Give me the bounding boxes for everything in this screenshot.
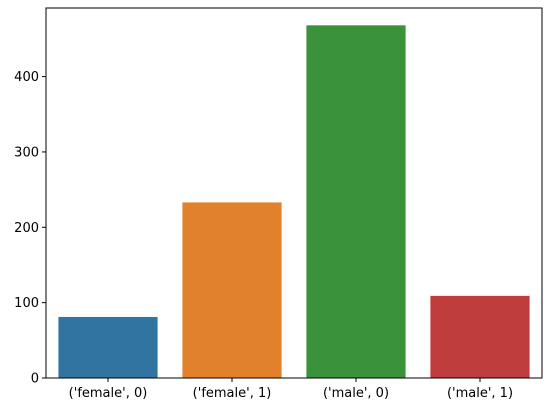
y-tick-label: 300 [14, 145, 39, 160]
x-tick-label: ('male', 0) [323, 386, 389, 401]
axes-frame [45, 7, 543, 379]
bar-3 [430, 295, 530, 378]
x-tick-label: ('female', 1) [193, 386, 272, 401]
bar-2 [306, 25, 406, 379]
y-tick-label: 200 [14, 221, 39, 236]
bar-0 [58, 316, 158, 378]
x-tick-label: ('male', 1) [447, 386, 513, 401]
bar-1 [182, 202, 282, 378]
bars [58, 25, 530, 379]
x-tick-label: ('female', 0) [69, 386, 148, 401]
y-tick-label: 400 [14, 70, 39, 85]
x-axis-ticks: ('female', 0) ('female', 1) ('male', 0) ('m… [69, 378, 513, 401]
y-tick-label: 100 [14, 296, 39, 311]
y-axis-ticks: 0 100 200 300 400 [14, 70, 46, 387]
y-tick-label: 0 [31, 372, 39, 387]
